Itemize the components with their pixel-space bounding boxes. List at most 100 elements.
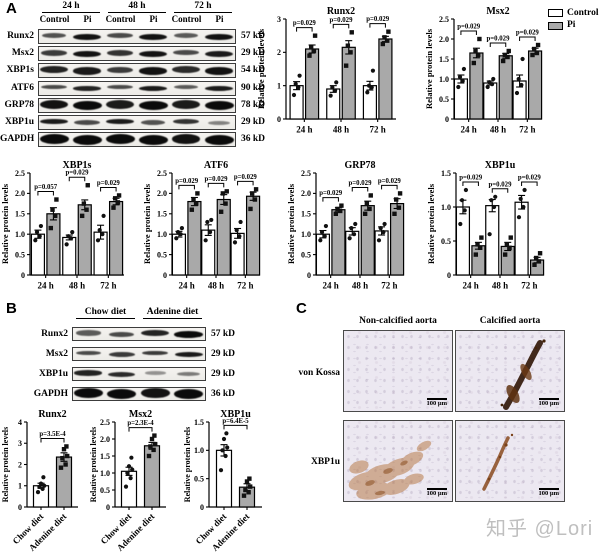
blot-group-header: 24 h bbox=[42, 1, 100, 14]
data-point bbox=[38, 481, 44, 486]
scale-bar: 100 μm bbox=[539, 397, 559, 408]
data-point bbox=[392, 211, 397, 216]
data-point bbox=[248, 206, 253, 212]
data-point bbox=[153, 441, 158, 447]
significance-bracket bbox=[68, 176, 86, 182]
data-point bbox=[485, 84, 490, 90]
y-tick-label: 2 bbox=[277, 48, 281, 57]
data-point bbox=[343, 63, 349, 68]
protein-band bbox=[173, 49, 199, 56]
data-point bbox=[463, 187, 469, 193]
data-point bbox=[148, 444, 153, 449]
protein-band bbox=[204, 67, 234, 75]
protein-band bbox=[105, 133, 135, 144]
data-point bbox=[61, 447, 67, 452]
histology-von-kossa-calcified: 100 μm bbox=[455, 330, 565, 412]
y-tick-label: 1.0 bbox=[439, 75, 449, 84]
y-tick-label: 0 bbox=[200, 503, 204, 512]
data-point bbox=[81, 201, 87, 206]
blot-lane-label: Pi bbox=[83, 14, 92, 24]
protein-band bbox=[174, 331, 204, 338]
significance-bracket bbox=[223, 424, 248, 430]
bar-Control bbox=[455, 206, 471, 276]
y-tick-label: 0 bbox=[277, 115, 281, 124]
bar-Pi bbox=[341, 46, 356, 120]
panel-a-label: A bbox=[6, 0, 17, 17]
blot-protein-label: Runx2 bbox=[7, 31, 34, 41]
protein-band bbox=[140, 120, 166, 126]
data-point bbox=[248, 484, 253, 489]
data-point bbox=[64, 242, 69, 247]
x-category-label: 72 h bbox=[237, 281, 253, 291]
data-point bbox=[456, 84, 461, 90]
data-point bbox=[381, 230, 386, 235]
xbp1u-stain-streak bbox=[482, 433, 514, 491]
chart-title: XBP1u bbox=[485, 160, 516, 171]
blot-protein-label: Msx2 bbox=[11, 48, 34, 59]
data-point bbox=[458, 221, 463, 227]
protein-band bbox=[173, 32, 199, 39]
scale-bar: 100 μm bbox=[427, 487, 447, 498]
data-point bbox=[536, 259, 542, 264]
protein-band bbox=[40, 66, 68, 74]
data-point bbox=[530, 52, 535, 58]
y-tick-label: 0 bbox=[445, 115, 449, 124]
blot-lane-label: Pi bbox=[215, 14, 224, 24]
data-point bbox=[112, 196, 118, 201]
significance-bracket bbox=[207, 182, 225, 188]
protein-band bbox=[72, 135, 102, 145]
protein-band bbox=[106, 66, 134, 74]
chart-a-atf6: ATF6 Relative protein levels 0 0.5 1.0 1.5 2.0… bbox=[142, 160, 261, 291]
data-point bbox=[85, 183, 90, 188]
protein-band bbox=[73, 86, 101, 91]
data-point bbox=[95, 238, 101, 243]
data-point bbox=[296, 85, 301, 90]
data-point bbox=[35, 490, 41, 495]
chart-title: XBP1u bbox=[220, 409, 251, 420]
data-point bbox=[335, 206, 340, 212]
data-point bbox=[380, 41, 386, 47]
data-point bbox=[179, 225, 185, 231]
y-tick-label: 1.5 bbox=[157, 210, 167, 219]
data-point bbox=[459, 198, 465, 203]
blot-kd-label: 57 kD bbox=[241, 31, 266, 41]
data-point bbox=[307, 53, 312, 58]
significance-bracket bbox=[489, 42, 507, 47]
data-point bbox=[175, 230, 181, 235]
chart-title: Msx2 bbox=[486, 6, 509, 17]
blot-row-runx2 bbox=[38, 29, 236, 44]
blot-lane-label: Pi bbox=[149, 14, 158, 24]
data-point bbox=[504, 242, 510, 247]
data-point bbox=[42, 483, 47, 488]
panel-c-label: C bbox=[296, 300, 307, 317]
protein-band bbox=[105, 99, 135, 109]
significance-bracket bbox=[296, 27, 313, 32]
legend-control-label: Control bbox=[567, 8, 599, 18]
data-point bbox=[318, 238, 323, 243]
data-point bbox=[125, 470, 130, 476]
p-value-label: p=0.029 bbox=[457, 24, 481, 31]
xbp1u-stain-diffuse bbox=[348, 440, 432, 500]
y-tick-label: 1.5 bbox=[439, 55, 449, 64]
y-tick-label: 0 bbox=[447, 271, 451, 280]
p-value-label: p=0.029 bbox=[330, 17, 354, 24]
data-point bbox=[522, 187, 527, 193]
y-tick-label: 2.5 bbox=[157, 169, 167, 178]
chart-a-runx2: Runx2 Relative protein levels 0 1 2 3 24 h p=0.… bbox=[256, 6, 396, 135]
protein-band bbox=[204, 135, 234, 145]
y-tick-label: 4 bbox=[18, 418, 22, 427]
y-axis-label: Relative protein levels bbox=[424, 28, 434, 109]
data-point bbox=[479, 235, 484, 240]
y-tick-label: 2.0 bbox=[439, 35, 449, 44]
y-tick-label: 1.0 bbox=[194, 446, 204, 455]
data-point bbox=[319, 230, 325, 235]
data-point bbox=[218, 468, 224, 473]
protein-band bbox=[72, 50, 102, 58]
y-axis-label: Relative protein levels bbox=[142, 183, 152, 264]
data-point bbox=[151, 447, 156, 453]
protein-band bbox=[138, 100, 168, 111]
y-tick-label: 2.0 bbox=[301, 189, 311, 198]
blot-group-header: 72 h bbox=[174, 1, 232, 14]
blot-protein-label: XBP1u bbox=[38, 368, 68, 379]
scale-bar-line bbox=[538, 487, 559, 491]
